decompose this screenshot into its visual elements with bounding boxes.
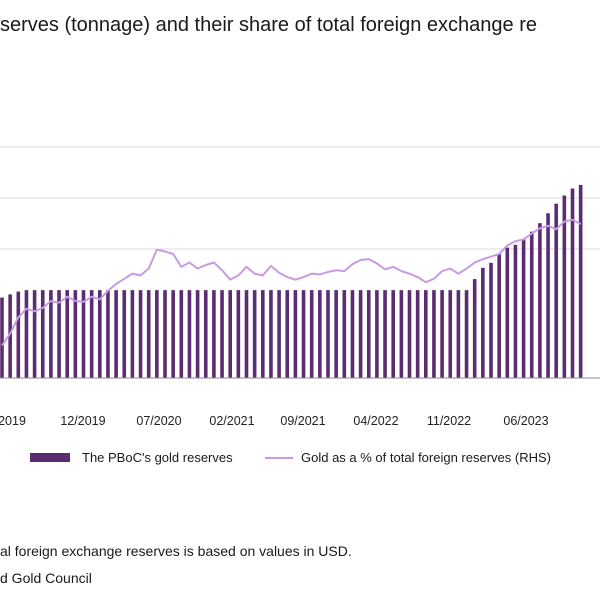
gold-share-line: [1, 218, 582, 347]
gold-reserve-bar: [114, 290, 118, 378]
gold-reserve-bar: [301, 290, 306, 378]
gold-reserve-bar: [236, 290, 241, 378]
gold-reserve-bar: [326, 290, 330, 378]
gold-reserve-bar: [529, 231, 534, 378]
gold-reserve-bar: [407, 290, 412, 378]
gold-reserve-bar: [49, 290, 53, 378]
gold-reserve-bar: [146, 290, 151, 378]
x-tick-label: 2019: [0, 414, 26, 428]
gold-reserve-bar: [489, 262, 493, 378]
gold-reserve-bar: [179, 290, 184, 378]
legend-item-gold-reserves: The PBoC's gold reserves: [30, 450, 233, 465]
gold-reserve-bar: [32, 290, 37, 378]
gold-reserve-bar: [81, 290, 86, 378]
gold-reserve-bar: [375, 290, 379, 378]
legend-label-gold-reserves: The PBoC's gold reserves: [82, 450, 233, 465]
source-note: d Gold Council: [0, 570, 92, 586]
gold-reserve-bar: [293, 290, 298, 378]
gold-reserve-bar: [171, 290, 175, 378]
gold-reserve-bar: [538, 223, 542, 378]
gold-reserve-bar: [399, 290, 404, 378]
gold-reserve-bar: [163, 290, 167, 378]
gold-reserve-bar: [554, 203, 558, 378]
legend-line-swatch: [265, 456, 293, 459]
x-tick-label: 12/2019: [60, 414, 105, 428]
gold-reserve-bar: [244, 290, 249, 378]
gold-reserve-bar: [546, 213, 550, 378]
gold-reserve-bar: [456, 290, 461, 378]
gold-reserve-bar: [261, 290, 265, 378]
gold-reserve-bar: [513, 244, 518, 378]
gold-reserve-bar: [497, 254, 501, 378]
gold-reserve-bar: [252, 290, 257, 378]
gold-reserve-bar: [98, 290, 102, 378]
gold-reserve-bar: [383, 290, 387, 378]
gold-reserve-bar: [40, 290, 45, 378]
x-tick-label: 02/2021: [209, 414, 254, 428]
gold-reserve-bar: [448, 290, 453, 378]
gridlines: [0, 146, 600, 250]
gold-reserve-bar: [440, 290, 444, 378]
gold-reserve-bar: [24, 290, 29, 378]
gold-reserve-bar: [350, 290, 355, 378]
gold-reserve-bar: [464, 290, 469, 378]
legend-label-gold-share: Gold as a % of total foreign reserves (R…: [301, 450, 551, 465]
chart-title: serves (tonnage) and their share of tota…: [0, 14, 537, 36]
gold-reserve-bar: [269, 290, 273, 378]
gold-reserve-bar: [472, 279, 477, 378]
legend-bar-swatch: [30, 453, 70, 462]
gold-reserve-bar: [570, 188, 575, 378]
gold-reserve-bar: [57, 290, 61, 378]
chart-legend: The PBoC's gold reserves Gold as a % of …: [30, 450, 600, 472]
gold-reserve-bar: [138, 290, 143, 378]
gold-reserve-bar: [16, 291, 21, 378]
x-tick-label: 07/2020: [136, 414, 181, 428]
gold-reserve-bar: [432, 290, 436, 378]
legend-item-gold-share: Gold as a % of total foreign reserves (R…: [265, 450, 551, 465]
gold-reserve-bars: [0, 184, 583, 378]
gold-reserve-bar: [203, 290, 208, 378]
x-tick-label: 09/2021: [280, 414, 325, 428]
gold-reserve-bar: [505, 247, 510, 378]
gold-reserve-bar: [220, 290, 224, 378]
gold-reserve-bar: [342, 290, 347, 378]
x-tick-label: 04/2022: [353, 414, 398, 428]
x-tick-label: 06/2023: [503, 414, 548, 428]
gold-reserve-bar: [228, 290, 232, 378]
gold-reserve-bar: [358, 290, 363, 378]
gold-reserve-bar: [424, 290, 428, 378]
gold-reserve-bar: [334, 290, 338, 378]
gold-reserve-bar: [391, 290, 395, 378]
gold-reserve-bar: [212, 290, 216, 378]
gold-reserve-bar: [195, 290, 200, 378]
gold-reserve-bar: [578, 184, 583, 378]
gold-reserve-bar: [318, 290, 322, 378]
gold-reserve-bar: [8, 294, 12, 378]
gold-reserve-bar: [73, 290, 78, 378]
gold-reserve-bar: [521, 239, 526, 378]
gold-reserve-bar: [0, 297, 4, 378]
gold-reserve-bar: [309, 290, 314, 378]
gold-reserve-bar: [130, 290, 135, 378]
gold-reserve-bar: [187, 290, 192, 378]
x-tick-label: 11/2022: [427, 414, 471, 428]
footnote: al foreign exchange reserves is based on…: [0, 543, 352, 559]
gold-reserve-bar: [481, 267, 485, 378]
gold-reserve-bar: [562, 195, 567, 378]
gold-reserve-bar: [65, 290, 69, 378]
gold-reserve-bar: [106, 290, 110, 378]
gold-reserve-bar: [415, 290, 420, 378]
gold-reserve-bar: [366, 290, 371, 378]
gold-reserve-bar: [285, 290, 290, 378]
gold-reserve-bar: [155, 290, 159, 378]
gold-reserve-bar: [277, 290, 281, 378]
gold-reserve-bar: [89, 290, 94, 378]
x-tick-labels: 2019 12/2019 07/2020 02/2021 09/2021 04/2022 1…: [0, 414, 549, 428]
gold-reserve-bar: [122, 290, 127, 378]
